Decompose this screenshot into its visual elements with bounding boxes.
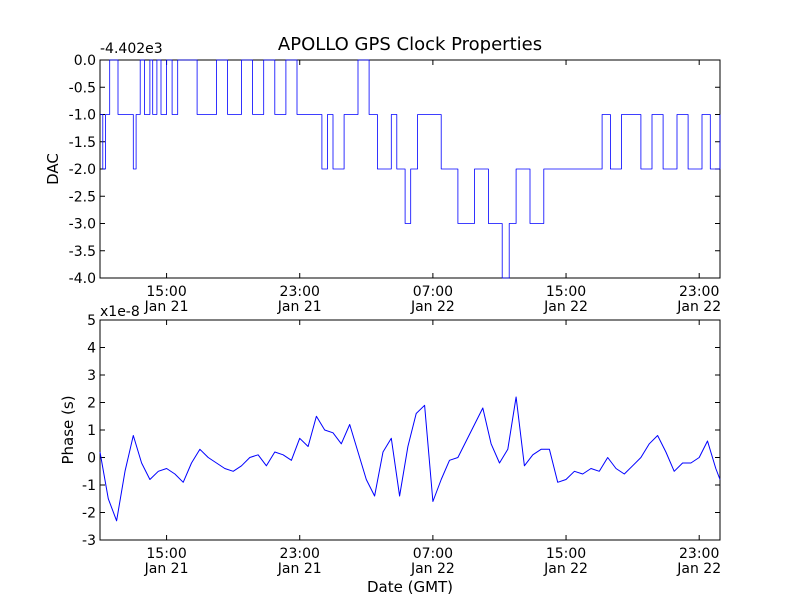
dac-y-tick: -0.5 <box>69 80 720 96</box>
dac-y-tick-label: 0.0 <box>74 53 96 69</box>
dac-y-tick-label: -2.0 <box>69 162 96 178</box>
dac-x-tick-date: Jan 21 <box>277 299 322 315</box>
phase-y-tick-label: 3 <box>87 368 96 384</box>
phase-y-tick: -1 <box>82 478 720 494</box>
dac-y-tick: -4.0 <box>69 271 720 287</box>
dac-plot-area <box>99 59 721 279</box>
phase-x-tick-time: 07:00 <box>413 546 453 562</box>
phase-x-tick-time: 15:00 <box>146 546 186 562</box>
phase-y-tick-label: 1 <box>87 423 96 439</box>
phase-y-tick: -3 <box>82 533 720 549</box>
phase-y-tick: 3 <box>87 368 720 384</box>
phase-x-axis-label: Date (GMT) <box>367 578 453 596</box>
phase-y-tick-label: 4 <box>87 341 96 357</box>
phase-y-tick-label: 2 <box>87 396 96 412</box>
phase-x-tick-date: Jan 22 <box>410 561 455 577</box>
dac-x-tick-date: Jan 22 <box>676 299 721 315</box>
dac-y-tick-label: -3.5 <box>69 244 96 260</box>
dac-x-tick-time: 23:00 <box>679 284 719 300</box>
phase-y-tick-label: -2 <box>82 506 96 522</box>
dac-y-tick-label: -1.5 <box>69 135 96 151</box>
phase-x-tick-time: 23:00 <box>679 546 719 562</box>
phase-offset-label: x1e-8 <box>100 304 140 320</box>
phase-y-tick: 5 <box>87 313 720 329</box>
dac-panel: -4.402e3 DAC 0.0 -0.5 -1.0 -1.5 -2.0 -2.5 -3.0… <box>44 41 721 315</box>
dac-y-tick-label: -3.0 <box>69 217 96 233</box>
dac-x-tick-time: 15:00 <box>546 284 586 300</box>
phase-y-ticks: 5 4 3 2 1 0 -1 -2 -3 <box>82 313 720 549</box>
dac-x-tick-date: Jan 22 <box>543 299 588 315</box>
dac-y-tick-label: -0.5 <box>69 80 96 96</box>
dac-x-tick-time: 23:00 <box>280 284 320 300</box>
dac-x-tick-time: 07:00 <box>413 284 453 300</box>
dac-y-axis-label: DAC <box>44 153 62 185</box>
phase-y-tick-label: -1 <box>82 478 96 494</box>
dac-x-tick-date: Jan 22 <box>410 299 455 315</box>
dac-y-ticks: 0.0 -0.5 -1.0 -1.5 -2.0 -2.5 -3.0 -3.5 -4.0 <box>69 53 720 287</box>
phase-x-tick-time: 15:00 <box>546 546 586 562</box>
dac-y-tick-label: -4.0 <box>69 271 96 287</box>
phase-y-tick: -2 <box>82 506 720 522</box>
phase-x-tick-time: 23:00 <box>280 546 320 562</box>
phase-y-tick-label: 0 <box>87 451 96 467</box>
phase-y-tick: 2 <box>87 396 720 412</box>
dac-series-line <box>100 59 721 279</box>
phase-y-axis-label: Phase (s) <box>59 395 77 464</box>
phase-y-tick-label: -3 <box>82 533 96 549</box>
chart-title: APOLLO GPS Clock Properties <box>278 34 542 55</box>
phase-y-tick: 1 <box>87 423 720 439</box>
phase-series-line <box>99 396 721 522</box>
dac-y-tick-label: -1.0 <box>69 108 96 124</box>
phase-x-tick-date: Jan 21 <box>277 561 322 577</box>
dac-y-tick: -2.5 <box>69 189 720 205</box>
phase-x-tick-date: Jan 22 <box>543 561 588 577</box>
dac-y-tick: -3.0 <box>69 217 720 233</box>
phase-x-tick-date: Jan 22 <box>676 561 721 577</box>
dac-y-tick: -1.5 <box>69 135 720 151</box>
dac-y-tick: 0.0 <box>74 53 720 69</box>
phase-x-tick-date: Jan 21 <box>144 561 189 577</box>
dac-offset-label: -4.402e3 <box>100 41 163 57</box>
dac-x-tick-date: Jan 21 <box>144 299 189 315</box>
dac-y-tick-label: -2.5 <box>69 189 96 205</box>
phase-plot-area <box>99 319 721 541</box>
dac-y-tick: -3.5 <box>69 244 720 260</box>
dac-x-tick-time: 15:00 <box>146 284 186 300</box>
phase-y-tick: 4 <box>87 341 720 357</box>
phase-y-tick-label: 5 <box>87 313 96 329</box>
